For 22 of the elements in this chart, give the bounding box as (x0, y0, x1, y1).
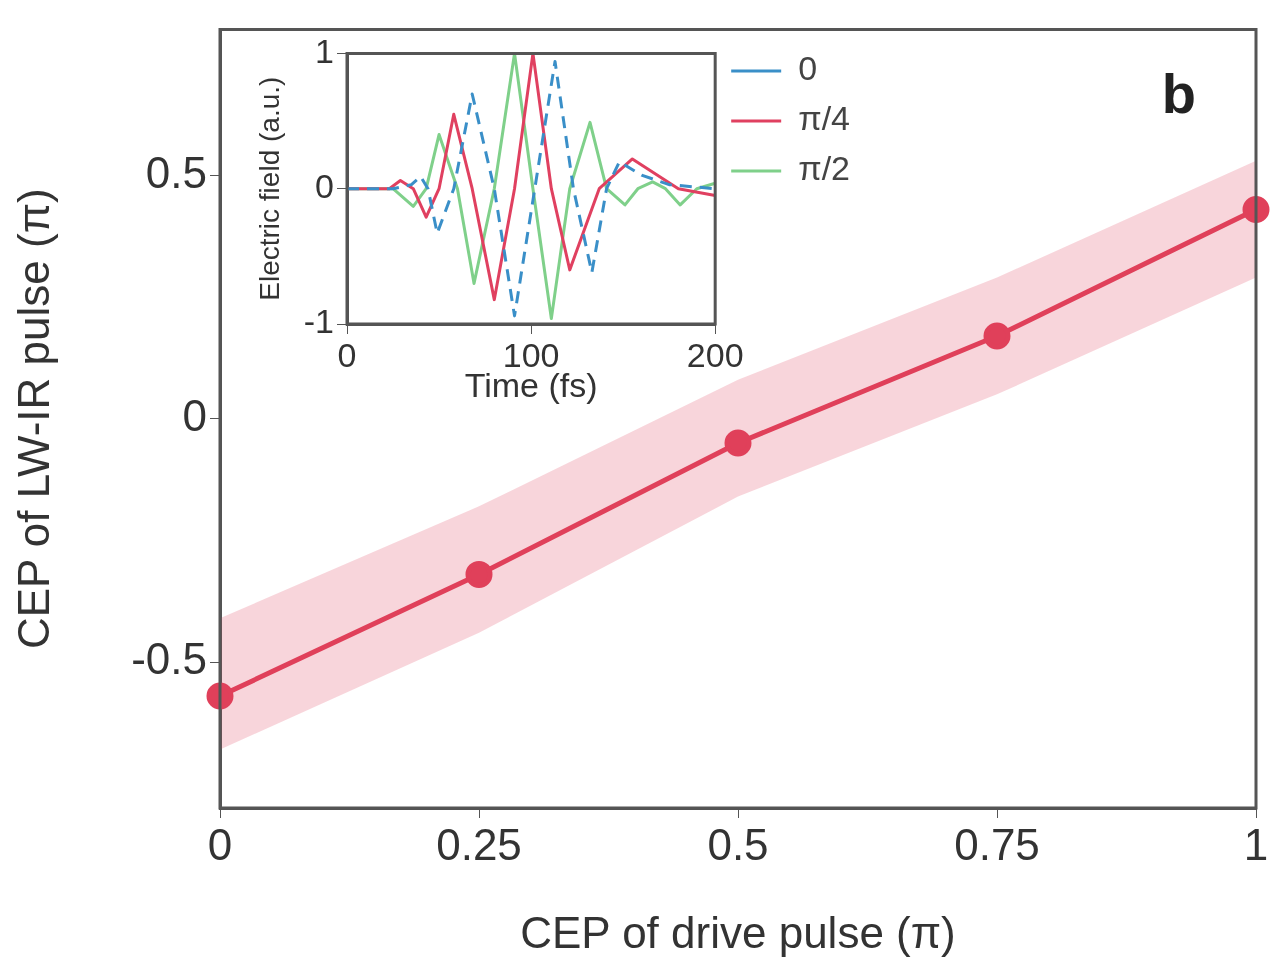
x-tick-label: 200 (686, 335, 744, 374)
x-tick-label: 100 (502, 335, 560, 374)
y-axis-title: Electric field (a.u.) (253, 76, 285, 301)
y-tick-label: 0.5 (145, 147, 207, 197)
x-tick-label: 1 (1243, 819, 1269, 869)
x-tick-label: 0.5 (707, 819, 769, 869)
point (724, 429, 752, 457)
x-axis-title: CEP of drive pulse (π) (520, 907, 956, 957)
annotation: b (1161, 61, 1196, 125)
y-tick-label: 1 (315, 31, 334, 70)
legend-label: π/2 (798, 149, 851, 188)
legend-label: π/4 (798, 99, 851, 138)
y-tick-label: 0 (315, 167, 334, 206)
x-tick-label: 0.75 (954, 819, 1040, 869)
point (983, 322, 1011, 350)
y-tick-label: -1 (303, 302, 334, 341)
y-tick-label: 0 (182, 390, 207, 440)
point (465, 560, 493, 588)
x-tick-label: 0.25 (436, 819, 522, 869)
legend-label: 0 (798, 49, 818, 88)
y-tick-label: -0.5 (131, 634, 207, 684)
y-axis-title: CEP of LW-IR pulse (π) (8, 188, 58, 650)
